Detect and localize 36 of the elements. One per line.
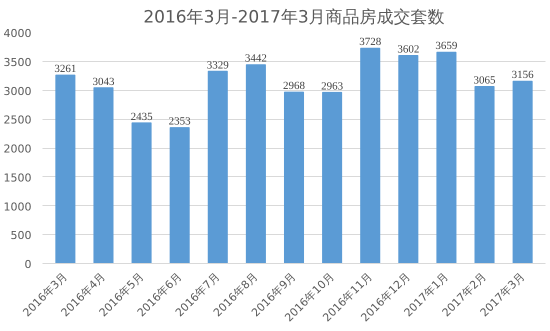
bar: [474, 86, 495, 264]
data-label: 3602: [397, 43, 420, 56]
y-tick-label: 3000: [4, 84, 32, 98]
y-tick-label: 2500: [4, 114, 32, 127]
bar: [208, 70, 228, 264]
data-label: 3728: [359, 36, 382, 48]
y-tick-label: 0: [24, 258, 32, 271]
y-tick-label: 500: [10, 229, 32, 242]
data-label: 2353: [168, 116, 192, 128]
data-label: 3329: [206, 59, 230, 72]
bar: [360, 48, 380, 264]
bar: [55, 74, 76, 264]
data-label: 2968: [283, 80, 306, 92]
bar: [93, 87, 114, 264]
y-tick-label: 3500: [4, 56, 32, 69]
bar: [132, 122, 152, 264]
bar: [436, 52, 456, 264]
y-tick-label: 1500: [4, 171, 32, 184]
y-tick-label: 4000: [4, 27, 32, 40]
data-label: 3261: [54, 63, 76, 76]
chart-title: 2016年3月-2017年3月商品房成交套数: [143, 8, 445, 28]
bar: [284, 92, 304, 264]
bar: [398, 54, 418, 264]
bar: [170, 127, 190, 264]
data-label: 3043: [92, 76, 115, 88]
bar: [322, 92, 342, 264]
data-label: 3065: [474, 74, 496, 86]
data-label: 3442: [244, 52, 267, 65]
data-label: 2435: [130, 110, 154, 123]
data-label: 3156: [512, 69, 534, 82]
data-label: 2963: [321, 80, 344, 92]
data-label: 3659: [435, 40, 458, 52]
y-tick-label: 2000: [4, 142, 32, 156]
bar: [246, 64, 266, 264]
bar: [512, 80, 533, 264]
y-tick-label: 1000: [4, 200, 32, 214]
